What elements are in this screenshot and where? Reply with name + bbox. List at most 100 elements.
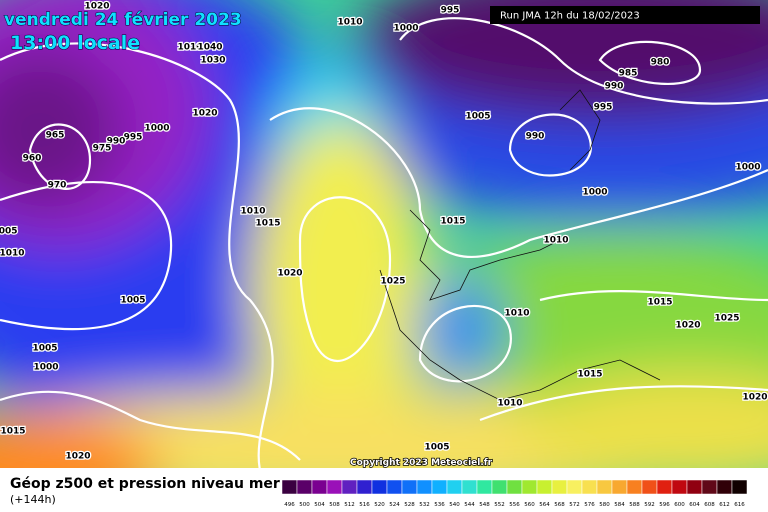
scale-swatch [281, 479, 298, 495]
scale-swatch [401, 479, 418, 495]
forecast-date: vendredi 24 février 2023 [4, 10, 242, 30]
scale-label: 592 [644, 502, 655, 508]
scale-swatch [581, 479, 598, 495]
scale-swatch [611, 479, 628, 495]
isobar-label: 1010 [0, 249, 25, 259]
isobar-label: 965 [46, 131, 65, 141]
scale-swatch [386, 479, 403, 495]
scale-label: 500 [299, 502, 310, 508]
scale-label: 536 [434, 502, 445, 508]
isobar-label: 1010 [177, 43, 202, 53]
isobar-label: 1000 [144, 124, 169, 134]
scale-label: 544 [464, 502, 475, 508]
lead-time: (+144h) [10, 493, 56, 506]
scale-label: 552 [494, 502, 505, 508]
isobar-label: 1030 [200, 56, 225, 66]
isobar-label: 995 [594, 103, 613, 113]
isobar-label: 1005 [424, 443, 449, 453]
scale-label: 496 [284, 502, 295, 508]
isobar-label: 1020 [675, 321, 700, 331]
scale-swatch [311, 479, 328, 495]
scale-swatch [566, 479, 583, 495]
scale-swatch [416, 479, 433, 495]
scale-swatch [341, 479, 358, 495]
scale-label: 528 [404, 502, 415, 508]
scale-swatch [596, 479, 613, 495]
scale-swatch [461, 479, 478, 495]
isobar-label: 975 [93, 144, 112, 154]
isobar-labels: 1020101010009951010104010301020100096596… [0, 0, 768, 463]
isobar-label: 990 [107, 137, 126, 147]
isobar-label: 980 [651, 58, 670, 68]
isobar-label: 990 [605, 82, 624, 92]
scale-swatch [641, 479, 658, 495]
scale-label: 580 [599, 502, 610, 508]
scale-label: 596 [659, 502, 670, 508]
isobar-label: 1015 [440, 217, 465, 227]
scale-swatch [356, 479, 373, 495]
scale-label: 512 [344, 502, 355, 508]
scale-swatch [701, 479, 718, 495]
scale-label: 532 [419, 502, 430, 508]
scale-label: 604 [689, 502, 700, 508]
isobar-label: 1020 [277, 269, 302, 279]
scale-swatch [476, 479, 493, 495]
isobar-label: 990 [526, 132, 545, 142]
scale-label: 568 [554, 502, 565, 508]
scale-label: 508 [329, 502, 340, 508]
isobar-label: 1015 [0, 427, 25, 437]
scale-label: 576 [584, 502, 595, 508]
copyright: Copyright 2023 Meteociel.fr [350, 458, 493, 468]
scale-label: 584 [614, 502, 625, 508]
scale-swatch [521, 479, 538, 495]
color-scale: 496 500 504 508 512 516 520 524 528 532 536 540 544 5… [281, 479, 748, 508]
scale-swatch [656, 479, 673, 495]
isobar-label: 985 [619, 69, 638, 79]
isobar-label: 1025 [714, 314, 739, 324]
scale-label: 540 [449, 502, 460, 508]
scale-label: 560 [524, 502, 535, 508]
isobar-label: 1025 [380, 277, 405, 287]
scale-swatch [716, 479, 733, 495]
isobar-label: 1005 [120, 296, 145, 306]
isobar-label: 1015 [647, 298, 672, 308]
isobar-label: 1000 [33, 363, 58, 373]
scale-label: 504 [314, 502, 325, 508]
scale-swatch [536, 479, 553, 495]
scale-label: 588 [629, 502, 640, 508]
scale-label: 524 [389, 502, 400, 508]
scale-label: 520 [374, 502, 385, 508]
isobar-label: 1005 [465, 112, 490, 122]
scale-swatch [491, 479, 508, 495]
scale-label: 556 [509, 502, 520, 508]
scale-swatch [626, 479, 643, 495]
scale-swatch [671, 479, 688, 495]
scale-label: 612 [719, 502, 730, 508]
scale-swatch [296, 479, 313, 495]
scale-label: 564 [539, 502, 550, 508]
isobar-label: 1010 [504, 309, 529, 319]
scale-label: 572 [569, 502, 580, 508]
chart-title: Géop z500 et pression niveau mer [10, 476, 280, 492]
isobar-label: 995 [441, 6, 460, 16]
isobar-label: 1005 [0, 227, 18, 237]
scale-swatch [371, 479, 388, 495]
scale-swatch [326, 479, 343, 495]
scale-label: 608 [704, 502, 715, 508]
scale-swatch [506, 479, 523, 495]
isobar-label: 1020 [84, 2, 109, 12]
isobar-label: 1000 [735, 163, 760, 173]
isobar-label: 1010 [337, 18, 362, 28]
run-info: Run JMA 12h du 18/02/2023 [500, 11, 640, 22]
isobar-label: 960 [23, 154, 42, 164]
scale-swatch [431, 479, 448, 495]
scale-swatch [731, 479, 748, 495]
scale-swatch [686, 479, 703, 495]
scale-label: 600 [674, 502, 685, 508]
isobar-label: 1010 [240, 207, 265, 217]
scale-label: 516 [359, 502, 370, 508]
isobar-label: 1020 [192, 109, 217, 119]
isobar-label: 1005 [32, 344, 57, 354]
